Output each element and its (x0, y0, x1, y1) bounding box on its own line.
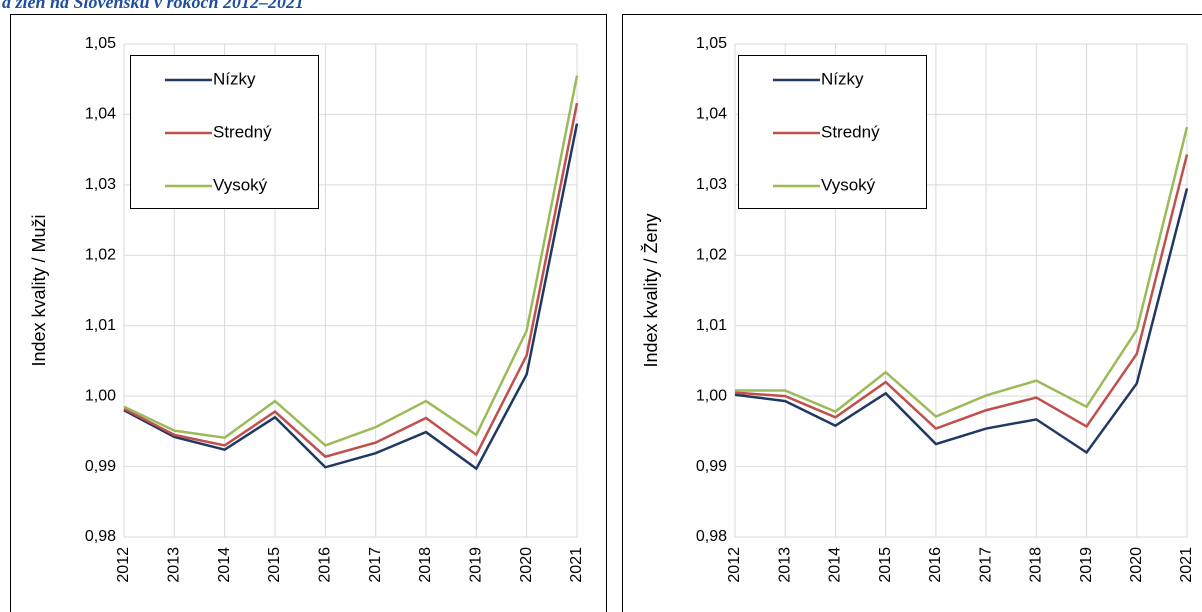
x-tick-label: 2019 (468, 547, 485, 583)
y-tick-label: 1,05 (85, 35, 116, 52)
chart-frame (10, 14, 607, 612)
y-axis-label: Index kvality / Ženy (641, 213, 661, 367)
legend-box (738, 55, 927, 209)
legend-label: Nízky (213, 69, 256, 88)
y-axis-label: Index kvality / Muži (29, 214, 49, 366)
x-tick-label: 2016 (317, 547, 334, 583)
y-tick-label: 0,98 (696, 528, 727, 545)
y-tick-label: 1,02 (85, 247, 116, 264)
x-tick-label: 2015 (266, 547, 283, 583)
x-tick-label: 2014 (216, 547, 233, 583)
legend-label: Stredný (213, 122, 272, 141)
y-tick-label: 1,03 (696, 176, 727, 193)
series-line (123, 102, 579, 459)
chart-frame (622, 14, 1202, 612)
y-tick-label: 1,01 (696, 317, 727, 334)
y-tick-label: 0,99 (85, 458, 116, 475)
x-tick-label: 2013 (166, 547, 183, 583)
legend-box (130, 55, 319, 209)
x-tick-label: 2018 (1028, 547, 1045, 583)
series-line (123, 123, 579, 471)
x-tick-label: 2012 (726, 547, 743, 583)
x-tick-label: 2018 (417, 547, 434, 583)
y-tick-label: 1,01 (85, 317, 116, 334)
y-tick-label: 0,99 (696, 458, 727, 475)
y-tick-label: 1,00 (696, 387, 727, 404)
y-tick-label: 1,05 (696, 35, 727, 52)
series-line (735, 126, 1189, 419)
x-tick-label: 2019 (1078, 547, 1095, 583)
y-tick-label: 1,04 (696, 106, 727, 123)
y-tick-label: 0,98 (85, 528, 116, 545)
series-line (123, 75, 579, 447)
series-line (734, 154, 1189, 430)
legend-label: Nízky (821, 69, 864, 88)
legend-label: Vysoký (213, 175, 268, 194)
x-tick-label: 2021 (1178, 547, 1195, 583)
y-tick-label: 1,03 (85, 176, 116, 193)
x-tick-label: 2014 (827, 547, 844, 583)
x-tick-label: 2017 (977, 547, 994, 583)
y-tick-label: 1,02 (696, 247, 727, 264)
x-tick-label: 2020 (1128, 547, 1145, 583)
page-title: a žien na Slovensku v rokoch 2012–2021 (2, 0, 304, 12)
x-tick-label: 2017 (367, 547, 384, 583)
x-tick-label: 2021 (568, 547, 585, 583)
x-tick-label: 2020 (518, 547, 535, 583)
y-tick-label: 1,00 (85, 387, 116, 404)
legend-label: Stredný (821, 122, 880, 141)
x-tick-label: 2016 (927, 547, 944, 583)
series-line (734, 188, 1189, 455)
x-tick-label: 2012 (115, 547, 132, 583)
legend-label: Vysoký (821, 175, 876, 194)
y-tick-label: 1,04 (85, 106, 116, 123)
x-tick-label: 2013 (776, 547, 793, 583)
x-tick-label: 2015 (877, 547, 894, 583)
